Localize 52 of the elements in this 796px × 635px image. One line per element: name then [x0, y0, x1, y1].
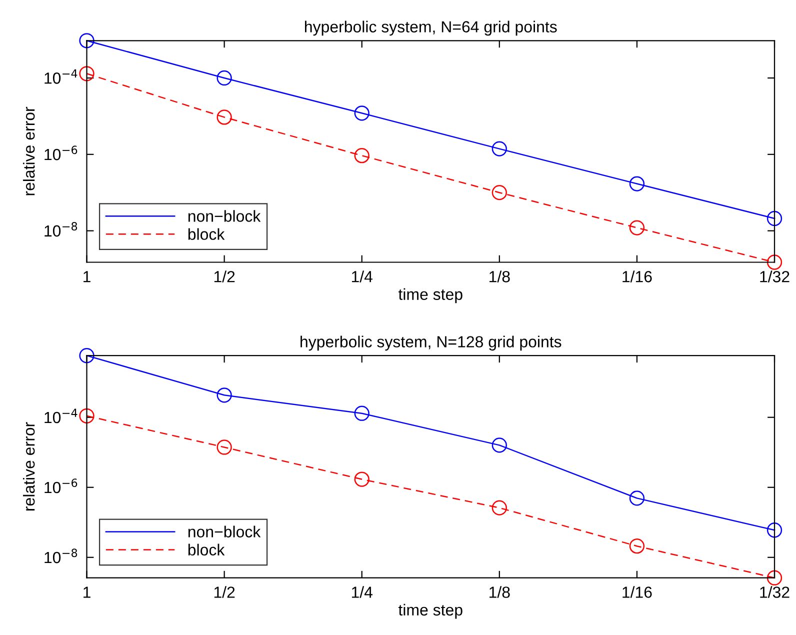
point — [629, 220, 645, 236]
x-tick-label: 1/4 — [352, 270, 372, 282]
x-tick-label: 1 — [84, 586, 90, 598]
x-tick-label: 1/32 — [760, 270, 790, 282]
legend-label: block — [188, 228, 225, 240]
point — [766, 522, 782, 538]
y-tick-label: 10$^{−8}$ — [44, 548, 78, 564]
point — [629, 176, 645, 192]
chart-title: hyperbolic system, N=128 grid points — [300, 336, 562, 351]
point — [354, 406, 370, 421]
point — [79, 66, 94, 82]
point — [354, 106, 370, 121]
point — [354, 148, 370, 164]
point — [492, 185, 507, 200]
x-tick-label: 1 — [84, 271, 90, 282]
y-tick-label: 10$^{−4}$ — [44, 69, 78, 84]
x-axis-title: time step — [398, 288, 462, 304]
y-tick-label: 10$^{−4}$ — [44, 408, 78, 424]
y-tick-label: 10$^{−8}$ — [44, 222, 78, 237]
x-axis-title: time step — [398, 604, 462, 619]
x-tick-label: 1/4 — [352, 586, 372, 598]
point — [79, 408, 94, 424]
point — [354, 472, 370, 487]
x-tick-label: 1/16 — [622, 586, 652, 598]
point — [216, 440, 232, 455]
point — [216, 388, 232, 403]
point — [492, 141, 507, 156]
y-tick-label: 10$^{−6}$ — [44, 146, 78, 160]
point — [216, 110, 232, 125]
legend-label: block — [188, 544, 225, 556]
point — [79, 348, 94, 364]
point — [79, 33, 94, 48]
chart-title: hyperbolic system, N=64 grid points — [305, 20, 557, 36]
point — [492, 500, 507, 516]
point — [766, 210, 782, 226]
point — [492, 438, 507, 453]
y-tick-label: 10$^{−6}$ — [44, 478, 78, 494]
x-tick-label: 1/2 — [214, 586, 235, 598]
x-tick-label: 1/32 — [760, 586, 790, 598]
y-axis-title: relative error — [23, 422, 35, 510]
point — [629, 490, 645, 506]
x-tick-label: 1/16 — [622, 270, 652, 282]
x-tick-label: 1/8 — [490, 270, 510, 282]
x-tick-label: 1/8 — [490, 586, 510, 598]
legend-label: non−block — [188, 526, 261, 538]
point — [629, 538, 645, 554]
x-tick-label: 1/2 — [214, 270, 235, 282]
point — [766, 254, 782, 270]
point — [216, 70, 232, 86]
point — [766, 570, 782, 586]
y-axis-title: relative error — [23, 106, 35, 196]
legend-label: non−block — [188, 210, 261, 222]
